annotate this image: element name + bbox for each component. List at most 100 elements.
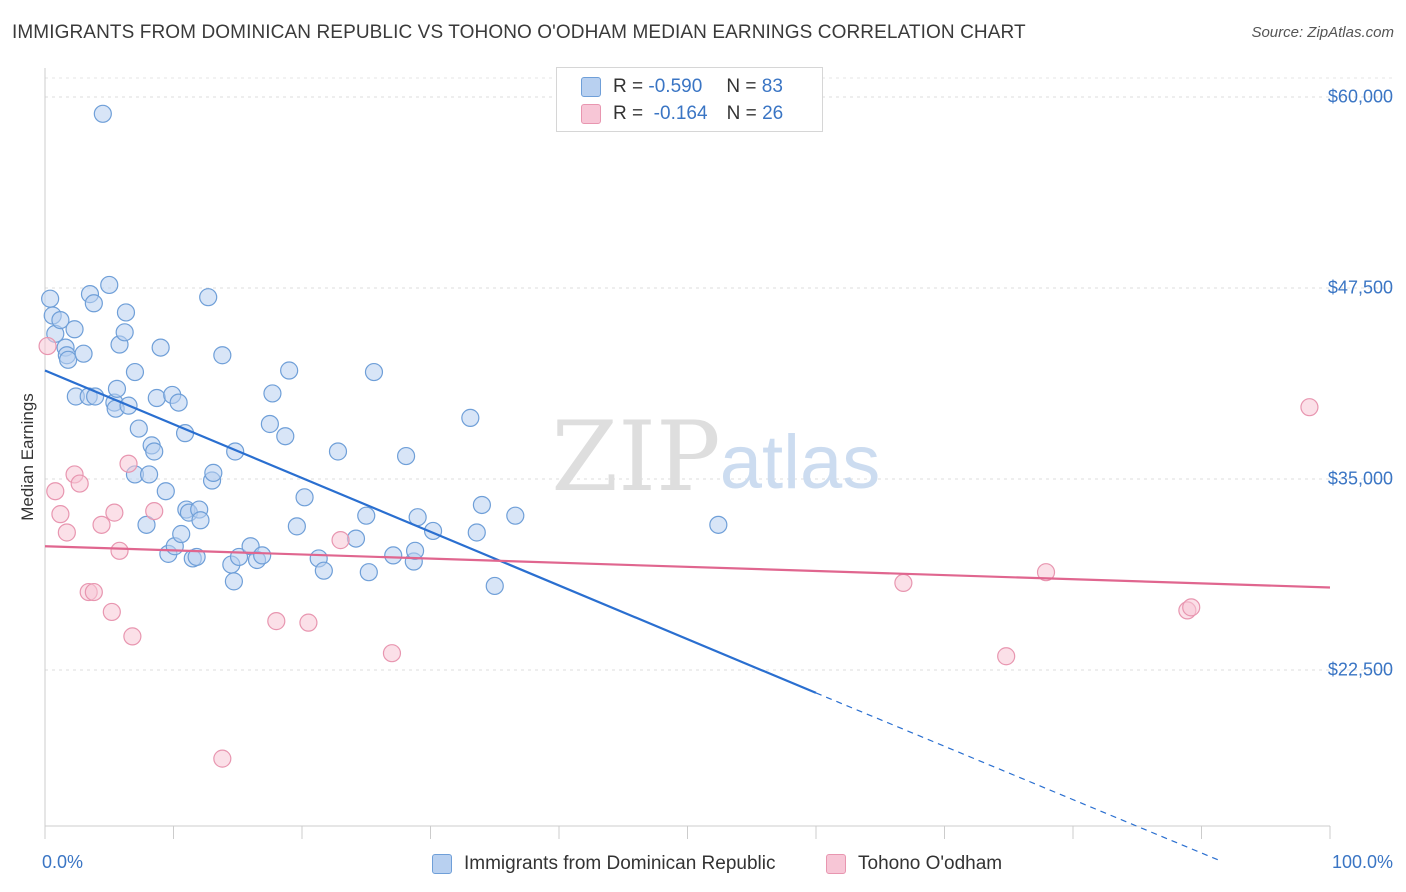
tohono-point [38,336,57,356]
dominican-point [263,384,282,403]
source-label: Source: ZipAtlas.com [1251,24,1394,41]
n-label: N = [726,76,757,97]
legend-label-tohono: Tohono O'odham [858,853,1003,874]
tohono-point [145,501,164,521]
dominican-point [224,572,243,591]
dominican-point [260,414,279,434]
tohono-point [123,627,142,646]
dominican-trendline [44,369,817,694]
tohono-point [382,644,402,663]
dominican-point [314,561,333,580]
dominican-point [191,511,210,530]
r-value-blue: -0.590 [648,76,703,97]
pink-swatch [581,104,601,124]
tohono-point [92,515,111,534]
n-value-pink: 26 [762,103,784,124]
dominican-point [384,546,403,565]
blue-legend-swatch [432,854,452,874]
dominican-point [346,529,366,548]
dominican-point [709,515,728,534]
dominican-point [84,294,103,313]
dominican-point [204,463,223,482]
dominican-point [147,388,166,408]
dominican-point [125,362,145,382]
tohono-point [1300,398,1319,417]
tohono-point [997,647,1016,666]
tohono-point [57,523,76,542]
legend-item-tohono: Tohono O'odham [826,851,1002,877]
n-value-blue: 83 [761,76,783,97]
watermark-atlas: atlas [720,420,881,505]
r-value-pink: -0.164 [653,103,708,124]
tohono-point [102,602,121,622]
dominican-point [472,495,491,515]
dominican-point [461,408,480,427]
tohono-point [84,582,103,602]
dominican-point [328,442,348,461]
dominican-point [287,517,306,536]
watermark-zip: ZIP [551,401,720,513]
dominican-point [65,320,84,339]
tohono-point [1036,563,1056,582]
y-tick-label-47500: $47,500 [1327,277,1393,298]
x-tick-label-max: 100.0% [1331,852,1393,872]
dominican-point [74,344,93,363]
tohono-point [267,612,286,631]
tohono-point [331,531,350,550]
legend-item-dominican: Immigrants from Dominican Republic [432,851,776,877]
tohono-point [213,749,232,768]
tohono-point [299,613,318,632]
r-label: R = [613,103,644,124]
dominican-point [169,393,188,412]
y-tick-label-35000: $35,000 [1327,468,1393,489]
dominican-point [485,576,504,596]
dominican-point [172,524,191,544]
r-label: R = [613,76,644,97]
tohono-point [119,454,138,473]
tohono-point [1182,598,1201,617]
blue-swatch [581,77,601,97]
dominican-point [156,482,175,501]
dominican-point [405,541,425,560]
dominican-point [59,350,78,369]
dominican-point [199,288,218,307]
dominican-point [115,323,134,342]
x-tick-label-min: 0.0% [42,852,84,872]
dominican-point [295,488,314,507]
dominican-point [51,310,70,330]
dominican-point [280,361,299,380]
y-tick-label-60000: $60,000 [1327,86,1393,107]
y-tick-label-22500: $22,500 [1327,659,1393,680]
tohono-point [51,505,70,524]
dominican-point [213,346,232,365]
dominican-point [129,419,148,438]
dominican-trendline-extension [815,692,1222,862]
dominican-point [145,442,164,461]
stats-legend-row-blue: R = -0.590 N = 83 [581,74,783,100]
dominican-point [357,506,376,525]
dominican-point [100,275,119,295]
tohono-trendline [44,545,1331,589]
dominican-point [41,289,60,308]
dominican-point [139,465,159,484]
dominican-point [107,379,127,398]
dominican-point [276,427,295,446]
dominican-point [359,563,378,582]
tohono-point [46,482,65,501]
dominican-point [253,546,272,565]
dominican-point [116,303,136,322]
dominican-point [93,104,112,123]
tohono-point [894,573,913,593]
stats-legend-row-pink: R = -0.164 N = 26 [581,101,783,127]
dominican-point [151,338,170,357]
dominican-point [137,515,156,534]
n-label: N = [726,103,757,124]
pink-legend-swatch [826,854,846,874]
dominican-point [396,446,416,466]
dominican-point [506,506,525,525]
dominican-point [364,362,384,382]
legend-label-dominican: Immigrants from Dominican Republic [464,853,776,874]
dominican-point [467,523,486,542]
tohono-point [70,474,89,493]
